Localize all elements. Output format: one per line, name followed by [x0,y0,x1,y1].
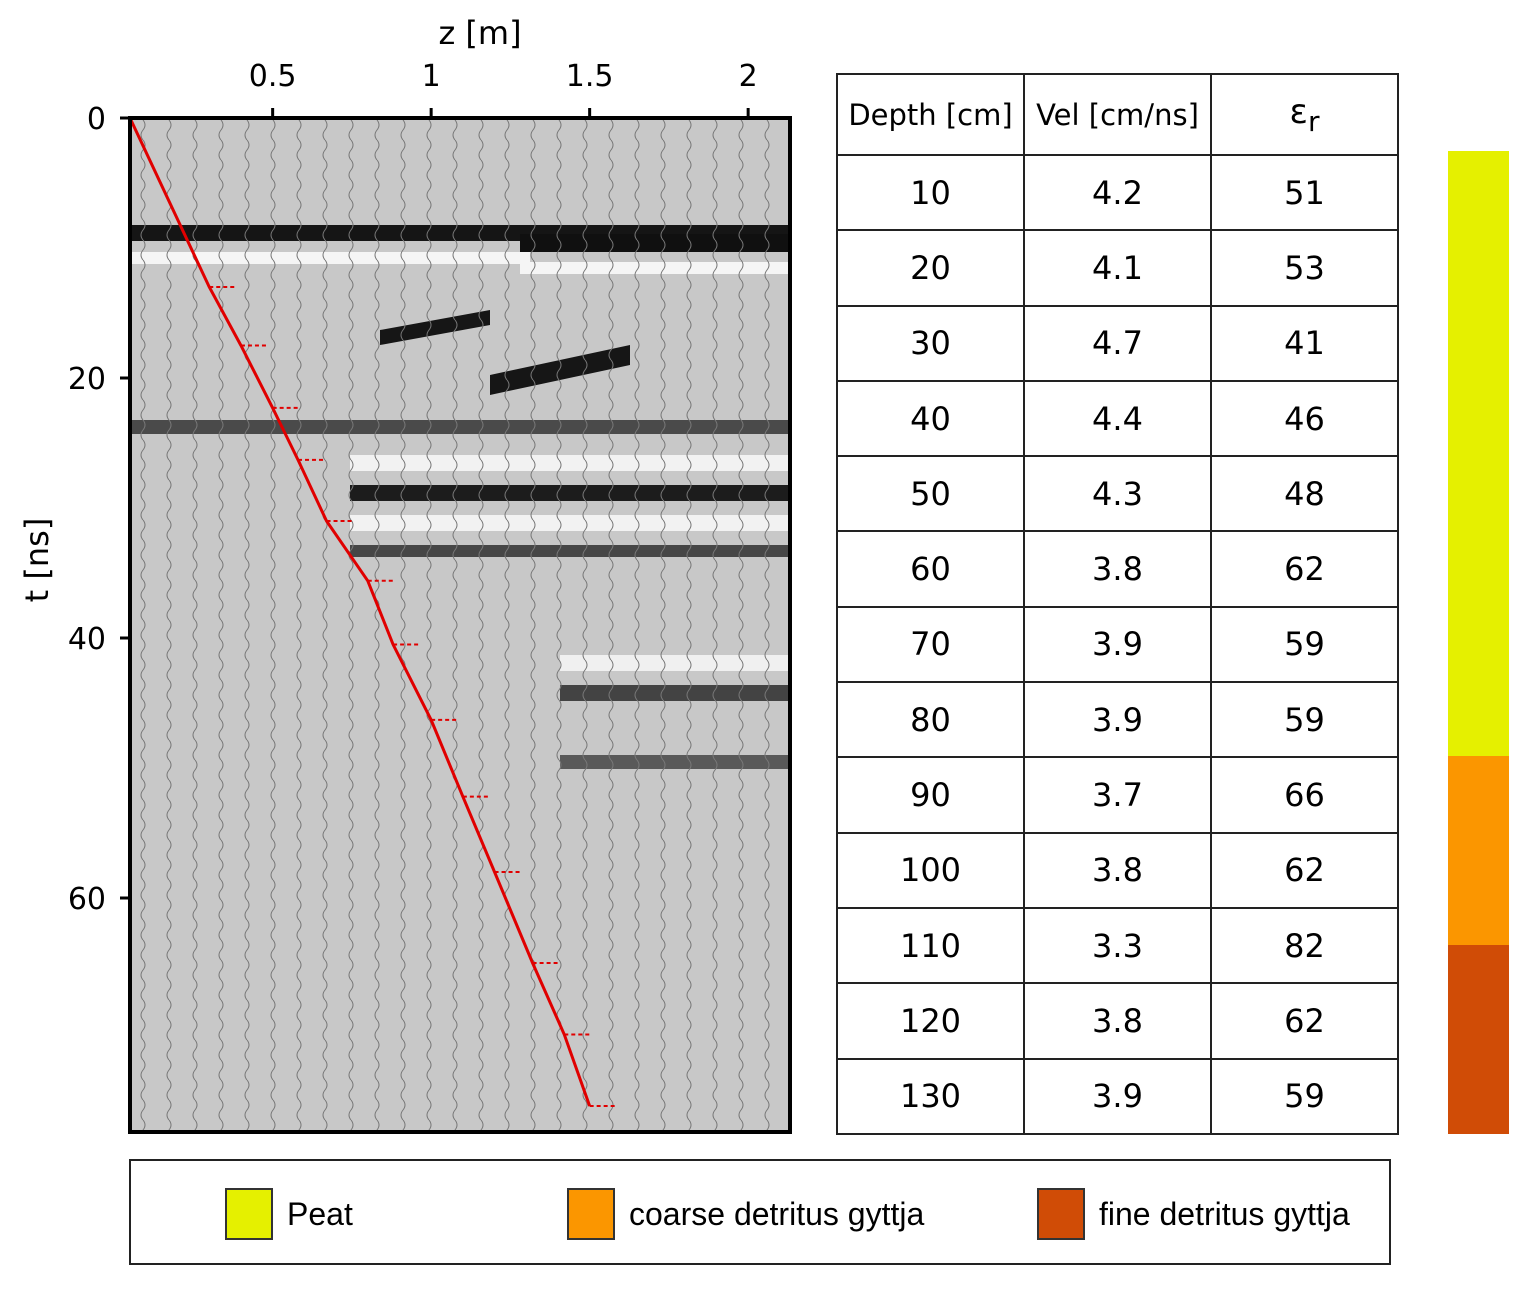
velocity-cell: 3.9 [1023,605,1212,684]
depth-cell: 40 [836,379,1025,458]
permittivity-cell: 62 [1210,831,1399,909]
velocity-cell: 3.8 [1023,982,1212,1060]
x-tick-label: 0.5 [249,59,297,94]
depth-cell: 110 [836,906,1025,985]
table-row: 130 3.9 59 [836,1057,1399,1136]
permittivity-cell: 59 [1210,1057,1399,1136]
permittivity-cell: 62 [1210,982,1399,1060]
table-row: 10 4.2 51 [836,153,1399,232]
depth-cell: 50 [836,455,1025,533]
table-row: 110 3.3 82 [836,906,1399,985]
velocity-cell: 3.3 [1023,906,1212,985]
legend-swatch-coarse-gyttja [567,1188,615,1240]
velocity-cell: 4.4 [1023,379,1212,458]
y-tick-label: 40 [68,622,106,657]
depth-cell: 20 [836,229,1025,307]
depth-cell: 70 [836,605,1025,684]
legend-item-fine-gyttja: fine detritus gyttja [1037,1188,1350,1240]
table-row: 80 3.9 59 [836,681,1399,759]
depth-cell: 80 [836,681,1025,759]
velocity-table: Depth [cm] Vel [cm/ns] εr 10 4.2 51 20 4.1 53… [836,73,1399,1136]
table-row: 70 3.9 59 [836,605,1399,684]
velocity-cell: 3.9 [1023,681,1212,759]
permittivity-cell: 53 [1210,229,1399,307]
depth-cell: 130 [836,1057,1025,1136]
legend-swatch-peat [225,1188,273,1240]
depth-cell: 100 [836,831,1025,909]
permittivity-cell: 41 [1210,304,1399,382]
permittivity-cell: 59 [1210,605,1399,684]
header-velocity: Vel [cm/ns] [1023,73,1212,156]
header-permittivity-sub: r [1307,104,1320,138]
permittivity-cell: 51 [1210,153,1399,232]
header-permittivity-symbol: ε [1289,91,1308,132]
depth-cell: 10 [836,153,1025,232]
strip-segment [1448,151,1509,756]
depth-cell: 120 [836,982,1025,1060]
table-row: 30 4.7 41 [836,304,1399,382]
depth-cell: 60 [836,530,1025,608]
x-tick-label: 2 [739,59,758,94]
legend: Peat coarse detritus gyttja fine detritu… [129,1159,1391,1265]
velocity-cell: 4.3 [1023,455,1212,533]
table-row: 50 4.3 48 [836,455,1399,533]
velocity-cell: 4.2 [1023,153,1212,232]
table-header-row: Depth [cm] Vel [cm/ns] εr [836,73,1399,156]
permittivity-cell: 82 [1210,906,1399,985]
depth-cell: 30 [836,304,1025,382]
x-axis-label: z [m] [438,14,521,52]
depth-cell: 90 [836,756,1025,834]
velocity-cell: 3.9 [1023,1057,1212,1136]
table-row: 120 3.8 62 [836,982,1399,1060]
permittivity-cell: 66 [1210,756,1399,834]
permittivity-cell: 46 [1210,379,1399,458]
y-axis-label: t [ns] [18,518,56,603]
radargram-background [130,118,790,1132]
header-depth: Depth [cm] [836,73,1025,156]
legend-item-coarse-gyttja: coarse detritus gyttja [567,1188,924,1240]
table-row: 90 3.7 66 [836,756,1399,834]
table-row: 60 3.8 62 [836,530,1399,608]
table-row: 20 4.1 53 [836,229,1399,307]
header-permittivity: εr [1210,73,1399,156]
plot-frame [128,116,792,1134]
x-tick-label: 1.5 [566,59,614,94]
legend-item-peat: Peat [225,1188,353,1240]
table-row: 40 4.4 46 [836,379,1399,458]
velocity-cell: 3.8 [1023,530,1212,608]
permittivity-cell: 48 [1210,455,1399,533]
strip-segment [1448,944,1509,1134]
strip-segment [1448,755,1509,945]
y-tick-label: 60 [68,882,106,917]
velocity-cell: 4.1 [1023,229,1212,307]
table-row: 100 3.8 62 [836,831,1399,909]
permittivity-cell: 62 [1210,530,1399,608]
velocity-cell: 3.7 [1023,756,1212,834]
velocity-cell: 4.7 [1023,304,1212,382]
permittivity-cell: 59 [1210,681,1399,759]
travel-time-line [128,117,592,1107]
velocity-cell: 3.8 [1023,831,1212,909]
legend-swatch-fine-gyttja [1037,1188,1085,1240]
x-tick-label: 1 [422,59,441,94]
legend-label-coarse-gyttja: coarse detritus gyttja [629,1195,925,1232]
legend-label-peat: Peat [287,1195,353,1232]
y-tick-label: 0 [87,102,106,137]
y-tick-label: 20 [68,362,106,397]
legend-label-fine-gyttja: fine detritus gyttja [1099,1195,1350,1232]
